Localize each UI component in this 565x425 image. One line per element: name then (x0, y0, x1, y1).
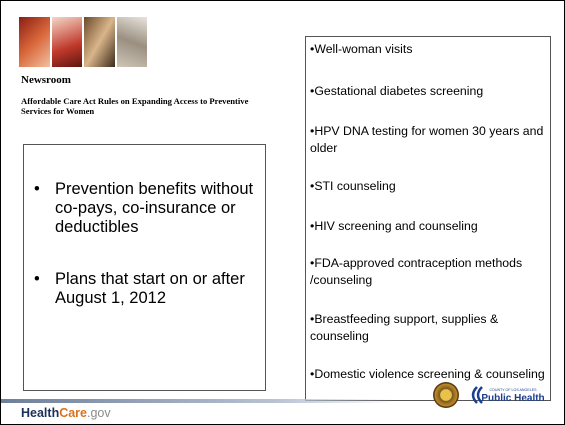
subtitle: Affordable Care Act Rules on Expanding A… (21, 96, 249, 116)
brand-part: Care (59, 406, 87, 420)
left-box (23, 144, 266, 391)
public-health-logo: COUNTY OF LOS ANGELES Public Health (471, 386, 545, 404)
right-bullet: FDA-approved contraception methods /coun… (310, 255, 550, 289)
footer-brand: HealthCare.gov (21, 406, 111, 420)
header-photos (19, 17, 147, 67)
logo-county: COUNTY OF LOS ANGELES (489, 388, 537, 392)
right-bullet: Domestic violence screening & counseling (310, 366, 550, 383)
brand-part: .gov (87, 406, 111, 420)
brand-part: Health (21, 406, 60, 420)
right-box (305, 36, 551, 401)
right-bullet: Well-woman visits (310, 41, 550, 58)
left-bullet: Prevention benefits without co-pays, co-… (34, 180, 264, 237)
footer-rule (1, 399, 396, 403)
left-bullet: Plans that start on or after August 1, 2… (34, 270, 264, 308)
right-bullet: HIV screening and counseling (310, 218, 550, 235)
logo-name: Public Health (481, 393, 544, 404)
right-bullet: STI counseling (310, 178, 550, 195)
right-bullet: HPV DNA testing for women 30 years and o… (310, 123, 550, 157)
logo-mark (471, 386, 483, 404)
county-seal (433, 382, 459, 408)
section-title: Newsroom (21, 74, 71, 86)
right-bullet: Gestational diabetes screening (310, 83, 550, 100)
right-bullet: Breastfeeding support, supplies & counse… (310, 311, 550, 345)
